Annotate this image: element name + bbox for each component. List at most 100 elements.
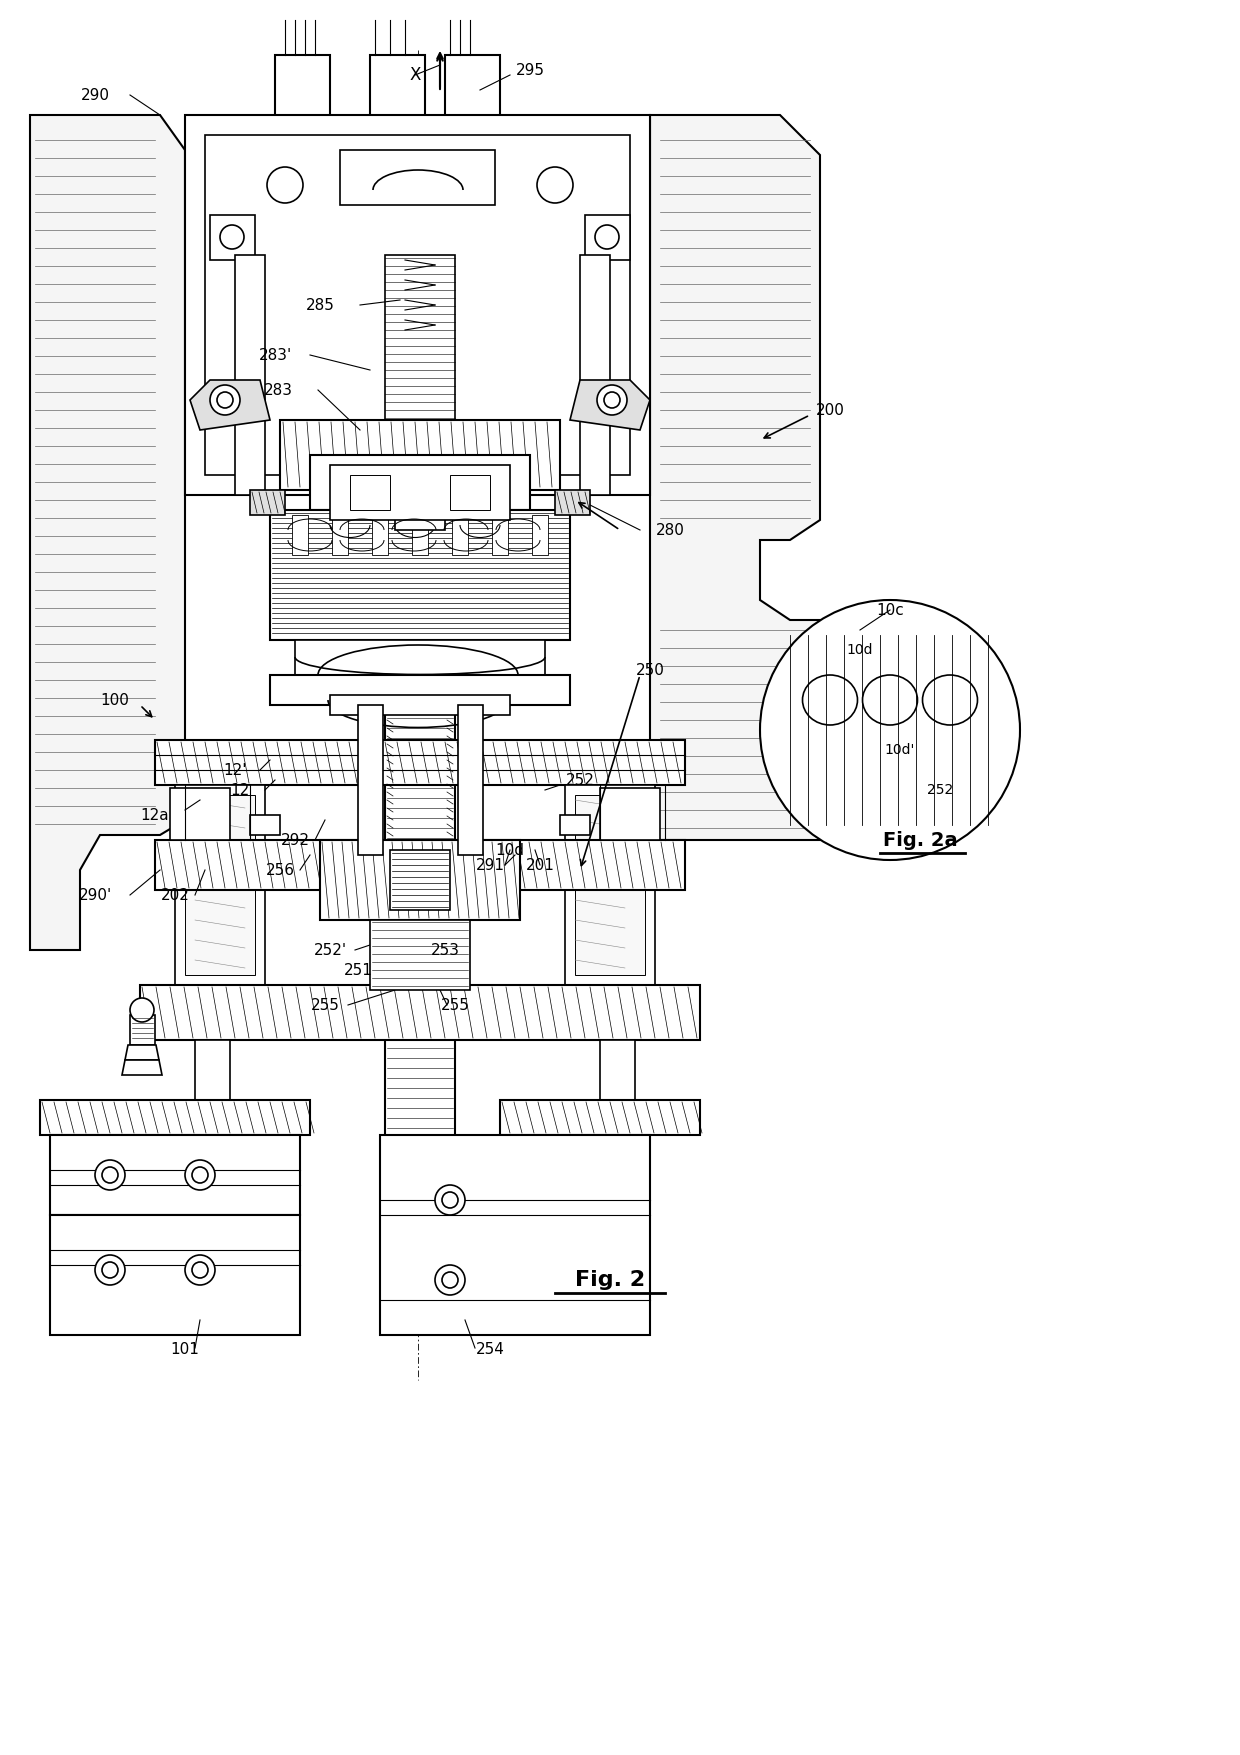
Polygon shape [570,381,650,430]
Bar [384,706,455,1306]
Circle shape [102,1167,118,1183]
Text: 283: 283 [263,383,293,397]
Text: 255: 255 [310,997,340,1013]
Bar [236,254,265,495]
Bar [500,1100,701,1135]
Circle shape [95,1255,125,1285]
Bar [332,514,348,555]
Circle shape [192,1262,208,1278]
Bar [556,490,590,514]
Text: 10d': 10d' [885,742,915,756]
Bar [370,54,425,154]
Text: 12': 12' [223,762,247,777]
Circle shape [435,1185,465,1214]
Bar [379,1135,650,1336]
Text: 285: 285 [305,298,335,312]
Circle shape [604,391,620,407]
Text: 292: 292 [280,832,310,848]
Text: 256: 256 [265,862,295,878]
Bar [195,1041,229,1100]
Bar [270,676,570,706]
Bar [458,706,484,855]
Bar [291,514,308,555]
Circle shape [441,1192,458,1207]
Circle shape [210,384,241,414]
Bar [396,514,445,530]
Text: 291: 291 [475,858,505,872]
Circle shape [102,1262,118,1278]
Bar [384,254,455,455]
Circle shape [192,1167,208,1183]
Bar [580,254,610,495]
Circle shape [595,225,619,249]
Bar [310,455,529,511]
Circle shape [537,167,573,204]
Bar [445,54,500,154]
Text: 100: 100 [100,693,129,707]
Circle shape [596,384,627,414]
Bar [453,514,467,555]
Bar [350,476,391,511]
Bar [295,641,546,676]
Polygon shape [122,1060,162,1076]
Bar [185,795,255,976]
Bar [185,116,650,495]
Bar [492,514,508,555]
Bar [205,135,630,476]
Bar [140,985,701,1041]
Bar [565,784,655,985]
Text: 280: 280 [656,523,684,537]
Text: 251: 251 [343,962,372,978]
Bar [320,841,520,920]
Bar [330,695,510,714]
Text: 255: 255 [440,997,470,1013]
Bar [600,1041,635,1100]
Text: 10d: 10d [496,842,525,858]
Circle shape [130,999,154,1021]
Bar [412,514,428,555]
Circle shape [760,600,1021,860]
Bar [50,1214,300,1336]
Bar [250,814,280,835]
Text: 10c: 10c [877,602,904,618]
Bar [170,788,229,841]
Bar [210,216,255,260]
Text: 252: 252 [565,772,594,788]
Text: 254: 254 [476,1343,505,1358]
Text: 283': 283' [258,347,291,363]
Polygon shape [650,116,820,841]
Polygon shape [190,381,270,430]
Text: 101: 101 [171,1343,200,1358]
Polygon shape [30,116,185,949]
Text: 12a: 12a [140,807,170,823]
Bar [450,476,490,511]
Bar [250,490,285,514]
Text: 202: 202 [160,888,190,902]
Circle shape [185,1255,215,1285]
Bar [280,419,560,490]
Circle shape [267,167,303,204]
Bar [155,841,684,890]
Bar [330,465,510,519]
Text: 290: 290 [81,88,109,102]
Text: Fig. 2: Fig. 2 [575,1271,645,1290]
Text: 201: 201 [526,858,554,872]
Text: 252': 252' [314,942,346,958]
Bar [532,514,548,555]
Circle shape [217,391,233,407]
Bar [175,784,265,985]
Circle shape [95,1160,125,1190]
Polygon shape [125,1044,159,1060]
Text: 253: 253 [430,942,460,958]
Text: 200: 200 [816,402,844,418]
Circle shape [435,1265,465,1295]
Bar [372,514,388,555]
Text: Fig. 2a: Fig. 2a [883,830,957,849]
Circle shape [441,1272,458,1288]
Text: 252: 252 [926,783,954,797]
Bar [50,1135,300,1214]
Text: 10d: 10d [847,642,873,656]
Text: X: X [409,67,420,84]
Text: 295: 295 [516,63,544,77]
Circle shape [219,225,244,249]
